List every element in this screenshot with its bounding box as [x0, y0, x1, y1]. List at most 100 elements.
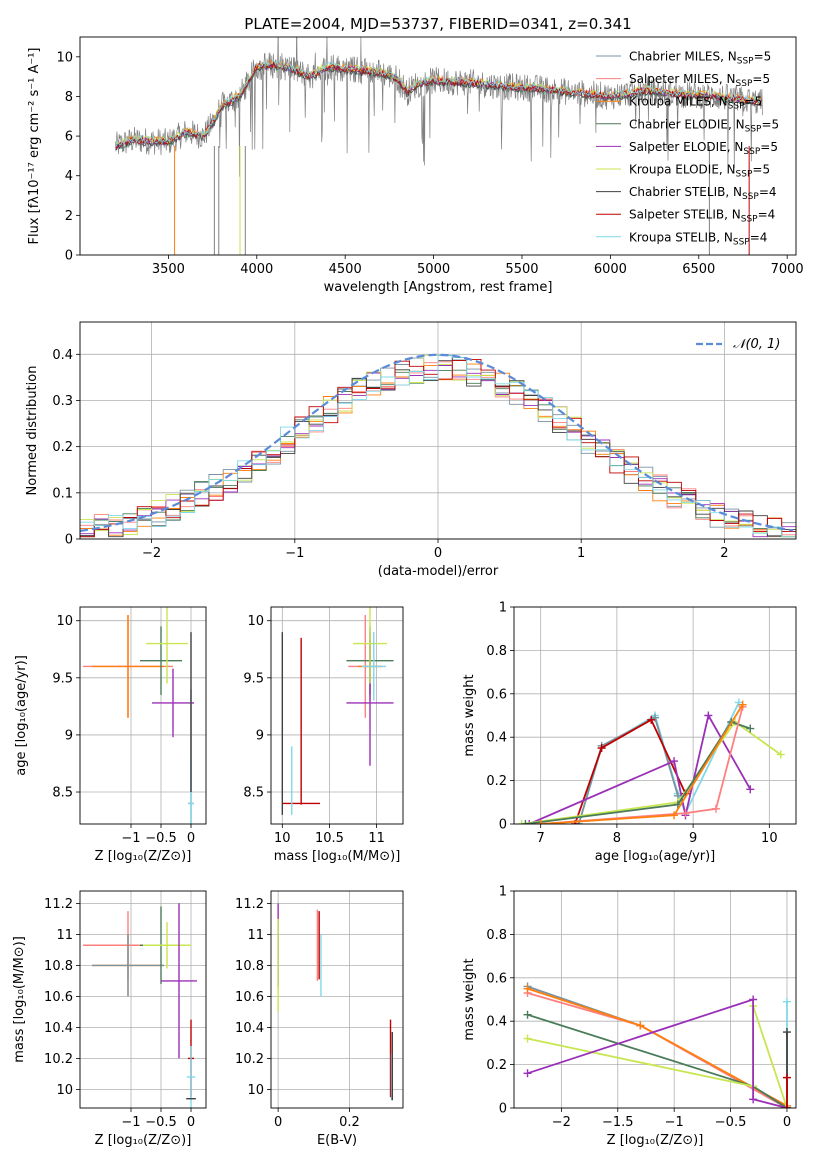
x-tick-label: 0 — [274, 1115, 282, 1130]
y-tick-label: 10 — [56, 1083, 73, 1098]
legend-label: Kroupa STELIB, NSSP=4 — [629, 230, 767, 247]
y-tick-label: 11 — [247, 928, 264, 943]
x-tick-label: 7 — [537, 831, 545, 846]
plot-area — [277, 903, 393, 1101]
y-tick-label: 6 — [65, 130, 73, 145]
y-tick-label: 1 — [499, 601, 507, 616]
plot-area — [517, 698, 785, 824]
spectrum-model — [115, 62, 762, 150]
y-tick-label: 0.8 — [486, 928, 507, 943]
x-axis-label: age [log₁₀(age/yr)] — [595, 849, 716, 864]
panel-6: 0 0.2 10 10.2 10.4 10.6 10.8 11 11.2 E(B-V) — [235, 890, 404, 1148]
panel-3: 10 10.5 11 8.5 9 9.5 10 mass [log₁₀(M/M⊙)] — [243, 606, 404, 864]
spectrum-model — [115, 59, 762, 148]
y-tick-label: 11.2 — [44, 897, 73, 912]
y-tick-label: 10.8 — [235, 959, 264, 974]
y-tick-label: 0.6 — [486, 971, 507, 986]
series-line — [527, 992, 788, 1108]
axes-frame — [513, 890, 797, 1109]
x-axis-label: (data-model)/error — [378, 564, 499, 579]
y-tick-label: 0.4 — [52, 348, 73, 363]
series-marker — [782, 1104, 791, 1108]
x-tick-label: −1 — [121, 831, 140, 846]
y-tick-label: 0.4 — [486, 1015, 507, 1030]
axes-frame — [270, 606, 404, 825]
x-tick-label: 11 — [368, 831, 385, 846]
x-tick-label: −1 — [121, 1115, 140, 1130]
x-tick-label: 6500 — [682, 262, 715, 277]
x-tick-label: 4500 — [329, 262, 362, 277]
x-tick-label: 0.2 — [339, 1115, 360, 1130]
legend-label: Kroupa ELODIE, NSSP=5 — [629, 163, 770, 180]
axes-frame — [79, 321, 797, 540]
series-marker — [523, 1069, 532, 1078]
y-tick-label: 0.2 — [486, 1058, 507, 1073]
x-axis-label: Z [log₁₀(Z/Z⊙)] — [607, 1133, 704, 1148]
legend-label: Salpeter STELIB, NSSP=4 — [629, 208, 775, 225]
series-marker — [782, 1073, 791, 1082]
y-tick-label: 0 — [499, 818, 507, 833]
x-tick-label: 8 — [613, 831, 621, 846]
x-tick-label: 2 — [720, 546, 728, 561]
x-tick-label: −1.5 — [602, 1115, 634, 1130]
x-tick-label: 0 — [187, 1115, 195, 1130]
plot-area — [83, 903, 197, 1108]
figure-title: PLATE=2004, MJD=53737, FIBERID=0341, z=0… — [244, 15, 631, 33]
panel-5: −1 −0.5 0 10 10.2 10.4 10.6 10.8 11 11.2 Z [log₁₀(… — [12, 890, 207, 1148]
x-tick-label: −0.5 — [145, 831, 177, 846]
y-tick-label: 0.8 — [486, 644, 507, 659]
axes-frame — [513, 606, 797, 825]
y-tick-label: 9.5 — [243, 671, 264, 686]
x-tick-label: 3500 — [152, 262, 185, 277]
y-tick-label: 11.2 — [235, 897, 264, 912]
y-tick-label: 8 — [65, 90, 73, 105]
panel-4: 7 8 9 10 0 0.2 0.4 0.6 0.8 1 age [log₁₀(age/yr)] ma… — [462, 601, 797, 864]
x-axis-label: mass [log₁₀(M/M⊙)] — [274, 849, 401, 864]
legend-label: Salpeter ELODIE, NSSP=5 — [629, 140, 778, 157]
plot-area — [281, 607, 394, 815]
gaussian-curve — [80, 353, 794, 532]
series-marker — [517, 820, 526, 824]
x-tick-label: 10 — [274, 831, 291, 846]
x-tick-label: 4000 — [240, 262, 273, 277]
y-axis-label: Flux [fλ10⁻¹⁷ erg cm⁻² s⁻¹ A⁻¹] — [27, 48, 42, 245]
legend-label: 𝒩(0, 1) — [733, 337, 780, 352]
y-tick-label: 10.6 — [44, 990, 73, 1005]
y-axis-label: mass weight — [462, 958, 477, 1040]
series-line — [525, 720, 751, 824]
series-marker — [523, 984, 532, 993]
x-tick-label: −0.5 — [145, 1115, 177, 1130]
y-tick-label: 0.2 — [486, 774, 507, 789]
series-line — [527, 998, 788, 1108]
axes-frame — [79, 890, 207, 1109]
series-marker — [523, 1034, 532, 1043]
y-tick-label: 10 — [247, 614, 264, 629]
x-tick-label: −2 — [142, 546, 161, 561]
series-marker — [521, 820, 530, 824]
y-tick-label: 0 — [65, 533, 73, 548]
series-marker — [704, 711, 713, 720]
series-marker — [670, 811, 679, 820]
series-marker — [738, 700, 747, 709]
x-tick-label: −1 — [665, 1115, 684, 1130]
y-tick-label: 10 — [247, 1083, 264, 1098]
plot-area — [115, 37, 763, 255]
series-marker — [749, 1095, 758, 1104]
series-marker — [647, 715, 656, 724]
y-tick-label: 0.2 — [52, 440, 73, 455]
panel-7: −2 −1.5 −1 −0.5 0 0 0.2 0.4 0.6 0.8 1 Z [log₁₀(Z/Z⊙… — [462, 885, 797, 1148]
plot-area — [523, 982, 791, 1108]
y-tick-label: 9 — [65, 728, 73, 743]
x-axis-label: E(B-V) — [317, 1133, 357, 1148]
y-axis-label: Normed distribution — [25, 366, 40, 496]
series-marker — [776, 750, 785, 759]
x-tick-label: 10 — [761, 831, 778, 846]
y-tick-label: 10.8 — [44, 959, 73, 974]
series-marker — [782, 997, 791, 1006]
series-marker — [749, 995, 758, 1004]
x-axis-label: Z [log₁₀(Z/Z⊙)] — [95, 849, 192, 864]
legend-label: Chabrier STELIB, NSSP=4 — [629, 185, 777, 202]
spectrum-legend: Chabrier MILES, NSSP=5 Salpeter MILES, NS… — [596, 50, 779, 247]
series-marker — [681, 809, 690, 818]
y-tick-label: 4 — [65, 169, 73, 184]
